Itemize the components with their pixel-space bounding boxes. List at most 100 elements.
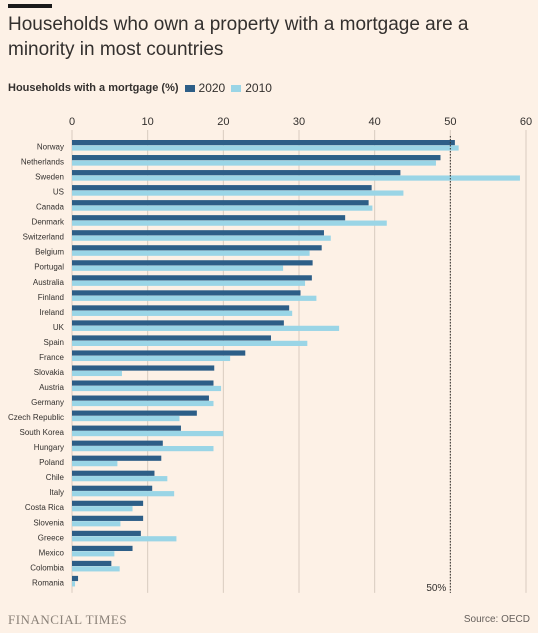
bar-2010 bbox=[72, 506, 133, 512]
legend: Households with a mortgage (%) 2020 2010 bbox=[8, 80, 278, 96]
category-label: Portugal bbox=[34, 263, 64, 272]
legend-swatch-2020 bbox=[184, 84, 195, 92]
reference-line-label: 50% bbox=[426, 583, 446, 594]
bar-2010 bbox=[72, 310, 293, 316]
category-label: Czech Republic bbox=[8, 413, 64, 422]
x-tick-label: 20 bbox=[217, 116, 229, 128]
bar-2010 bbox=[72, 400, 214, 407]
category-label: Germany bbox=[31, 398, 64, 407]
bar-2020 bbox=[72, 395, 209, 401]
bar-2020 bbox=[72, 230, 324, 236]
category-label: Greece bbox=[38, 533, 65, 542]
bar-2020 bbox=[72, 305, 290, 311]
bar-2020 bbox=[72, 500, 144, 506]
bar-2010 bbox=[72, 461, 118, 467]
x-tick-label: 0 bbox=[69, 116, 75, 128]
bar-2010 bbox=[72, 220, 387, 226]
bar-2020 bbox=[72, 155, 441, 161]
category-label: Denmark bbox=[32, 218, 65, 227]
bar-2010 bbox=[72, 265, 284, 271]
bar-2020 bbox=[72, 170, 401, 176]
category-label: US bbox=[53, 188, 64, 197]
bar-2020 bbox=[72, 350, 246, 356]
chart-title: Households who own a property with a mor… bbox=[8, 14, 469, 60]
bar-2010 bbox=[72, 190, 404, 196]
brand-wordmark: FINANCIAL TIMES bbox=[8, 612, 128, 627]
legend-label-2010: 2010 bbox=[245, 81, 272, 95]
bar-2020 bbox=[72, 470, 155, 476]
bar-2010 bbox=[72, 355, 231, 362]
category-label: Belgium bbox=[35, 248, 64, 257]
category-label: Poland bbox=[39, 458, 64, 467]
bar-2010 bbox=[72, 430, 224, 437]
bar-chart: 0 10 20 30 40 50 60 Norway Netherlands Sweden US Ca… bbox=[8, 116, 532, 594]
category-label: Finland bbox=[38, 293, 64, 302]
legend-item-2020: 2020 bbox=[184, 81, 226, 95]
bar-2010 bbox=[72, 385, 222, 392]
x-tick-label: 50 bbox=[444, 116, 456, 128]
bar-2020 bbox=[72, 485, 153, 491]
category-label: Sweden bbox=[35, 173, 64, 182]
bar-2010 bbox=[72, 175, 520, 181]
bar-2010 bbox=[72, 566, 120, 572]
category-label: Norway bbox=[37, 143, 64, 152]
bar-2020 bbox=[72, 455, 162, 461]
bar-2010 bbox=[72, 536, 177, 542]
category-label: Hungary bbox=[34, 443, 64, 452]
bar-2010 bbox=[72, 370, 122, 377]
bar-2020 bbox=[72, 575, 79, 582]
source-note: Source: OECD bbox=[463, 614, 530, 625]
bar-2020 bbox=[72, 185, 372, 191]
category-label: Romania bbox=[32, 578, 65, 587]
bar-2010 bbox=[72, 521, 121, 527]
category-label: Austria bbox=[39, 383, 64, 392]
bar-2010 bbox=[72, 295, 317, 301]
legend-item-2010: 2010 bbox=[231, 81, 272, 95]
bar-2020 bbox=[72, 260, 313, 266]
category-label: Ireland bbox=[40, 308, 64, 317]
category-label: South Korea bbox=[20, 428, 65, 437]
category-label: Netherlands bbox=[21, 158, 64, 167]
bar-2020 bbox=[72, 440, 163, 446]
bar-2010 bbox=[72, 235, 331, 241]
category-label: Costa Rica bbox=[25, 503, 65, 512]
bar-2020 bbox=[72, 245, 322, 251]
bar-2020 bbox=[72, 380, 214, 386]
bar-2010 bbox=[72, 446, 214, 452]
bar-2010 bbox=[72, 280, 306, 286]
bar-2010 bbox=[72, 491, 175, 497]
bar-2010 bbox=[72, 415, 180, 422]
bar-2010 bbox=[72, 340, 308, 346]
bar-2020 bbox=[72, 515, 144, 521]
bar-2020 bbox=[72, 335, 272, 341]
category-label: Mexico bbox=[39, 548, 65, 557]
category-label: Chile bbox=[46, 473, 65, 482]
legend-title: Households with a mortgage (%) bbox=[8, 82, 179, 94]
category-label: Canada bbox=[36, 203, 65, 212]
category-label: Colombia bbox=[30, 563, 64, 572]
bar-2020 bbox=[72, 410, 197, 416]
bar-2010 bbox=[72, 551, 115, 557]
header-rule bbox=[8, 4, 52, 8]
bar-2010 bbox=[72, 145, 459, 151]
bar-2010 bbox=[72, 205, 373, 211]
bar-2020 bbox=[72, 365, 215, 371]
bar-2020 bbox=[72, 320, 284, 326]
bar-2020 bbox=[72, 560, 112, 567]
bar-2020 bbox=[72, 200, 369, 206]
bar-2010 bbox=[72, 581, 76, 587]
bar-2010 bbox=[72, 325, 340, 331]
bar-2020 bbox=[72, 530, 141, 536]
x-tick-label: 30 bbox=[293, 116, 305, 128]
bar-2010 bbox=[72, 160, 436, 166]
category-label: Slovenia bbox=[33, 518, 64, 527]
category-label: Australia bbox=[33, 278, 65, 287]
bar-2020 bbox=[72, 140, 455, 146]
category-label: Switzerland bbox=[23, 233, 64, 242]
bar-2020 bbox=[72, 215, 346, 221]
bar-2020 bbox=[72, 545, 133, 552]
x-tick-label: 40 bbox=[369, 116, 381, 128]
category-label: UK bbox=[53, 323, 65, 332]
legend-label-2020: 2020 bbox=[198, 81, 226, 95]
x-tick-label: 60 bbox=[520, 116, 532, 128]
